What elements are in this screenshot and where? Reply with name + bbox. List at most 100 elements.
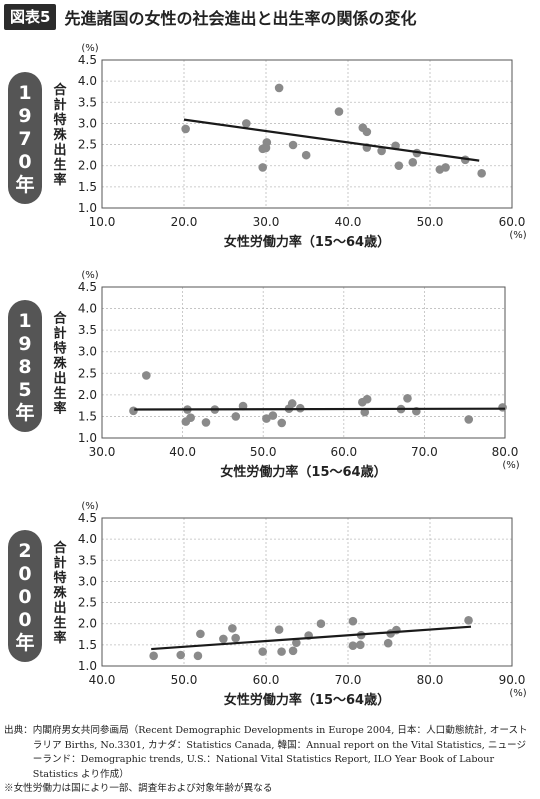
y-axis-label-char: 出 [53, 600, 66, 616]
y-axis-label-char: 特 [53, 112, 66, 128]
data-point [196, 629, 205, 639]
y-axis-label-char: 生 [53, 386, 66, 402]
data-point [142, 371, 151, 380]
x-tick-label: 60.0 [330, 445, 357, 459]
data-point [394, 161, 404, 171]
y-axis-label-char: 生 [53, 157, 66, 173]
y-tick-label: 3.5 [78, 95, 97, 109]
year-label-char: 8 [18, 356, 31, 378]
data-point [403, 394, 412, 403]
x-axis-label: 女性労働力率（15〜64歳） [224, 692, 390, 708]
data-point [334, 107, 344, 116]
x-tick-label: 20.0 [171, 215, 198, 229]
y-axis-label-char: 出 [53, 371, 66, 387]
data-point [348, 616, 358, 626]
data-point [231, 412, 241, 421]
data-point [258, 163, 268, 172]
y-tick-label: 4.5 [78, 53, 97, 67]
trend-line [183, 118, 480, 162]
y-tick-label: 2.5 [78, 138, 97, 152]
y-tick-label: 4.0 [78, 302, 97, 316]
data-point [181, 124, 190, 134]
year-label-char: 0 [18, 609, 31, 631]
data-point [262, 414, 271, 423]
data-point [277, 647, 286, 656]
year-label-char: 0 [18, 563, 31, 585]
data-point [498, 403, 507, 412]
data-point [149, 651, 158, 661]
y-tick-label: 3.0 [78, 116, 97, 130]
data-point [292, 638, 301, 648]
data-point [383, 638, 393, 648]
y-tick-label: 2.0 [78, 159, 97, 173]
data-point [231, 633, 240, 643]
year-pill [8, 300, 42, 432]
data-point [477, 169, 486, 178]
data-point [288, 646, 298, 656]
trend-line [134, 407, 506, 411]
y-tick-label: 2.0 [78, 388, 97, 402]
year-label-char: 9 [18, 105, 31, 127]
y-tick-label: 1.0 [78, 201, 97, 215]
x-tick-label: 70.0 [335, 673, 362, 687]
y-tick-label: 4.5 [78, 280, 97, 294]
y-axis-label-char: 特 [53, 341, 66, 357]
y-axis-label-char: 計 [53, 326, 66, 342]
plot-frame [101, 286, 506, 439]
x-unit: (%) [502, 460, 519, 471]
data-point [219, 634, 228, 644]
y-axis-label-char: 合 [53, 82, 67, 98]
y-unit: (%) [81, 43, 98, 54]
x-tick-label: 30.0 [89, 445, 116, 459]
y-tick-label: 2.0 [78, 617, 97, 631]
plot-frame [101, 59, 513, 209]
year-label-char: 年 [15, 631, 34, 654]
year-label-char: 年 [15, 173, 34, 196]
y-axis-label-char: 殊 [53, 357, 67, 372]
figure-title: 先進諸国の女性の社会進出と出生率の関係の変化 [64, 9, 417, 28]
y-tick-label: 3.0 [78, 574, 97, 588]
data-point [464, 616, 473, 625]
data-point [268, 411, 278, 420]
y-unit: (%) [81, 270, 98, 281]
x-tick-label: 60.0 [499, 215, 526, 229]
data-point [408, 158, 418, 167]
y-tick-label: 4.0 [78, 532, 97, 546]
x-tick-label: 50.0 [171, 673, 198, 687]
y-axis-label-char: 率 [53, 172, 66, 188]
y-tick-label: 4.0 [78, 74, 97, 88]
x-tick-label: 70.0 [411, 445, 438, 459]
x-tick-label: 10.0 [89, 215, 116, 229]
data-point [464, 415, 474, 424]
y-tick-label: 3.5 [78, 323, 97, 337]
year-label-char: 5 [18, 379, 31, 401]
y-unit: (%) [81, 501, 98, 512]
y-axis-label-char: 率 [53, 630, 66, 646]
data-point [377, 146, 386, 156]
data-point [362, 394, 372, 404]
y-tick-label: 1.5 [78, 409, 97, 423]
source-text: 内閣府男女共同参画局（Recent Demographic Developmen… [32, 725, 528, 780]
y-tick-label: 3.5 [78, 553, 97, 567]
data-point [261, 143, 271, 153]
trend-line [151, 625, 472, 651]
x-tick-label: 30.0 [253, 215, 280, 229]
x-unit: (%) [509, 688, 526, 699]
y-axis-label-char: 計 [53, 555, 66, 571]
y-axis-label-char: 計 [53, 97, 66, 113]
figure-number-badge: 図表5 [4, 4, 57, 30]
data-point [193, 651, 203, 661]
data-point [362, 127, 372, 137]
data-point [228, 624, 237, 633]
data-point [201, 418, 211, 427]
y-tick-label: 1.5 [78, 638, 97, 652]
y-axis-label-char: 殊 [53, 128, 67, 143]
data-point [277, 418, 287, 428]
chart-panel-3: 2000年合計特殊出生率(%)1.01.52.02.53.03.54.04.54… [8, 501, 527, 708]
y-tick-label: 1.5 [78, 180, 97, 194]
x-tick-label: 60.0 [253, 673, 280, 687]
x-unit: (%) [509, 230, 526, 241]
charts-canvas: 1970年合計特殊出生率(%)1.01.52.02.53.03.54.04.51… [8, 43, 527, 708]
